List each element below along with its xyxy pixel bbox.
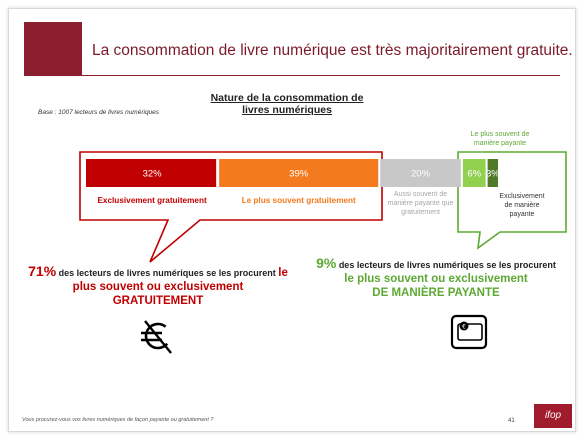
footer-question: Vous procurez-vous vos livres numériques…	[22, 417, 214, 423]
callout-paid-text: des lecteurs de livres numériques se les…	[336, 260, 556, 270]
bar-value-label-2: 39%	[289, 169, 309, 180]
category-label-4: Le plus souvent de manière payante	[471, 131, 530, 147]
chart-title: Nature de la consommation de livres numé…	[210, 92, 364, 116]
slide-title: La consommation de livre numérique est t…	[92, 42, 573, 59]
callout-free-text: des lecteurs de livres numériques se les…	[56, 268, 279, 278]
callout-paid: 9% des lecteurs de livres numériques se …	[300, 256, 572, 300]
category-label-2: Le plus souvent gratuitement	[242, 196, 356, 205]
page-number: 41	[508, 418, 515, 424]
bar-value-label-1: 32%	[143, 169, 163, 180]
callout-paid-pct: 9%	[316, 255, 337, 271]
callout-free-pct: 71%	[28, 263, 57, 279]
bar-segment-3	[380, 159, 461, 187]
bar-value-label-5: 3%	[486, 169, 500, 180]
base-note: Base : 1007 lecteurs de livres numérique…	[38, 109, 160, 116]
callout-free: 71% des lecteurs de livres numériques se…	[28, 264, 288, 308]
title-rule-horizontal	[80, 75, 560, 76]
bar-segment-4	[462, 159, 486, 187]
bar-segment-5	[487, 159, 498, 187]
callout-frame-paid	[457, 151, 567, 250]
callout-paid-highlight-2: DE MANIÈRE PAYANTE	[372, 287, 500, 299]
callout-paid-highlight-1: le plus souvent ou exclusivement	[344, 273, 528, 285]
bar-value-label-3: 20%	[411, 169, 431, 180]
bar-segment-1	[86, 159, 217, 187]
slide-frame	[8, 8, 576, 432]
title-rule-vertical	[80, 26, 81, 76]
category-label-3: Aussi souvent de manière payante que gratu…	[388, 191, 454, 216]
callout-free-highlight: le plus souvent ou exclusivement GRATUIT…	[72, 267, 288, 307]
category-label-1: Exclusivement gratuitement	[97, 196, 206, 205]
category-label-5: Exclusivement de manière payante	[499, 193, 544, 218]
bar-value-label-4: 6%	[467, 169, 481, 180]
bar-segment-2	[219, 159, 379, 187]
ifop-logo: ifop	[534, 404, 572, 428]
title-accent-block	[24, 22, 82, 76]
